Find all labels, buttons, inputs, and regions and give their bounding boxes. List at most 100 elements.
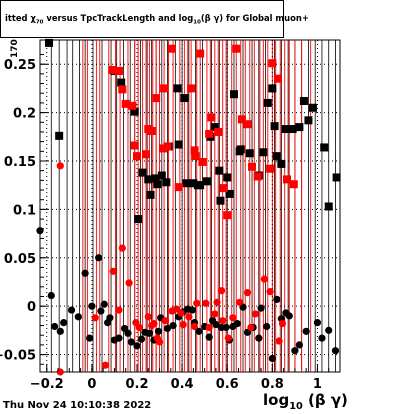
red-square-point xyxy=(214,127,223,136)
red-circle-point xyxy=(275,337,283,345)
black-circle-point xyxy=(285,312,293,320)
black-circle-point xyxy=(313,319,322,327)
black-square-point xyxy=(320,143,329,152)
black-circle-point xyxy=(163,324,172,333)
red-circle-point xyxy=(190,322,199,331)
red-square-point xyxy=(167,44,176,53)
black-circle-point xyxy=(291,347,299,355)
chart-title: itted χ70 versus TpcTrackLength and log1… xyxy=(5,13,309,26)
x-axis-label-tail: (β γ) xyxy=(308,391,348,409)
black-circle-point xyxy=(331,347,340,355)
x-tick-label: 0.4 xyxy=(171,377,194,392)
black-circle-point xyxy=(263,322,271,331)
black-square-point xyxy=(236,145,245,154)
black-circle-point xyxy=(212,320,220,329)
title-middle: versus TpcTrackLength and log xyxy=(43,13,194,23)
x-tick-label: 0.2 xyxy=(125,377,148,392)
black-square-point xyxy=(55,131,64,140)
black-circle-point xyxy=(268,354,276,363)
red-circle-point xyxy=(185,313,193,321)
red-circle-point xyxy=(150,320,158,328)
black-circle-point xyxy=(318,334,326,342)
red-circle-point xyxy=(247,323,255,332)
red-square-point xyxy=(268,59,277,68)
red-square-point xyxy=(147,126,156,135)
red-square-point xyxy=(205,129,214,138)
title-suffix: (β γ) for Global muon+ xyxy=(200,13,309,23)
red-circle-point xyxy=(125,279,133,287)
black-circle-point xyxy=(169,321,177,330)
red-circle-point xyxy=(229,314,237,322)
y-tick-label: −0.05 xyxy=(0,349,36,364)
black-square-point xyxy=(270,122,279,131)
black-circle-point xyxy=(145,329,153,337)
red-square-point xyxy=(266,164,275,173)
black-circle-point xyxy=(154,327,163,335)
black-circle-point xyxy=(97,307,105,315)
y-tick-label: 0 xyxy=(27,300,36,315)
title-log-subscript: 10 xyxy=(193,19,201,26)
black-square-point xyxy=(225,189,234,198)
chart-title-box: itted χ70 versus TpcTrackLength and log1… xyxy=(0,0,309,38)
black-square-point xyxy=(215,166,224,175)
title-prefix: itted xyxy=(5,13,28,23)
black-circle-point xyxy=(36,227,44,235)
red-square-point xyxy=(114,66,123,75)
black-square-point xyxy=(146,190,155,199)
black-square-point xyxy=(210,123,219,132)
black-square-point xyxy=(299,96,308,105)
black-square-point xyxy=(304,116,313,125)
red-square-point xyxy=(130,141,139,150)
title-chi-subscript: 70 xyxy=(35,19,44,26)
x-axis-label-subscript: 10 xyxy=(289,401,303,412)
y-tick-label: 0.05 xyxy=(4,252,36,267)
black-square-point xyxy=(162,178,171,187)
red-circle-point xyxy=(144,313,152,321)
red-square-point xyxy=(121,99,130,108)
red-square-point xyxy=(196,49,205,58)
black-circle-point xyxy=(137,335,146,343)
red-square-point xyxy=(163,142,172,151)
black-square-point xyxy=(223,173,232,182)
black-square-point xyxy=(272,152,281,161)
y-tick-label: 0.1 xyxy=(13,203,36,218)
black-square-point xyxy=(196,181,205,190)
black-circle-point xyxy=(295,341,303,349)
red-circle-point xyxy=(109,267,117,275)
black-circle-point xyxy=(127,338,135,346)
black-square-point xyxy=(134,215,143,224)
black-square-point xyxy=(182,179,191,188)
red-square-point xyxy=(243,120,252,129)
black-circle-point xyxy=(115,334,123,342)
x-tick-label: 0.8 xyxy=(261,377,284,392)
red-square-point xyxy=(198,157,207,166)
black-square-point xyxy=(144,175,153,184)
red-square-point xyxy=(190,146,199,155)
black-square-point xyxy=(151,174,160,183)
black-circle-point xyxy=(255,334,263,342)
black-square-point xyxy=(202,177,211,186)
black-circle-point xyxy=(67,306,76,314)
red-circle-point xyxy=(278,320,287,328)
red-square-point xyxy=(282,175,291,184)
red-square-point xyxy=(248,162,257,171)
black-square-point xyxy=(45,38,54,47)
black-circle-point xyxy=(95,254,103,262)
y-tick-label: 0.25 xyxy=(4,58,36,73)
red-circle-point xyxy=(266,288,274,296)
y-tick-label: 0.2 xyxy=(13,107,36,122)
x-tick-label: 0.6 xyxy=(216,377,239,392)
black-square-point xyxy=(157,171,166,180)
black-circle-point xyxy=(195,327,203,335)
black-square-point xyxy=(117,78,126,87)
red-circle-point xyxy=(179,320,187,329)
x-axis-label: log10 (β γ) xyxy=(263,391,348,412)
red-circle-point xyxy=(213,298,221,306)
black-circle-point xyxy=(106,314,114,322)
red-circle-point xyxy=(155,338,164,346)
black-circle-point xyxy=(205,333,213,341)
red-square-point xyxy=(128,101,137,110)
black-square-point xyxy=(138,168,147,177)
black-circle-point xyxy=(124,329,132,337)
red-square-point xyxy=(219,184,228,193)
